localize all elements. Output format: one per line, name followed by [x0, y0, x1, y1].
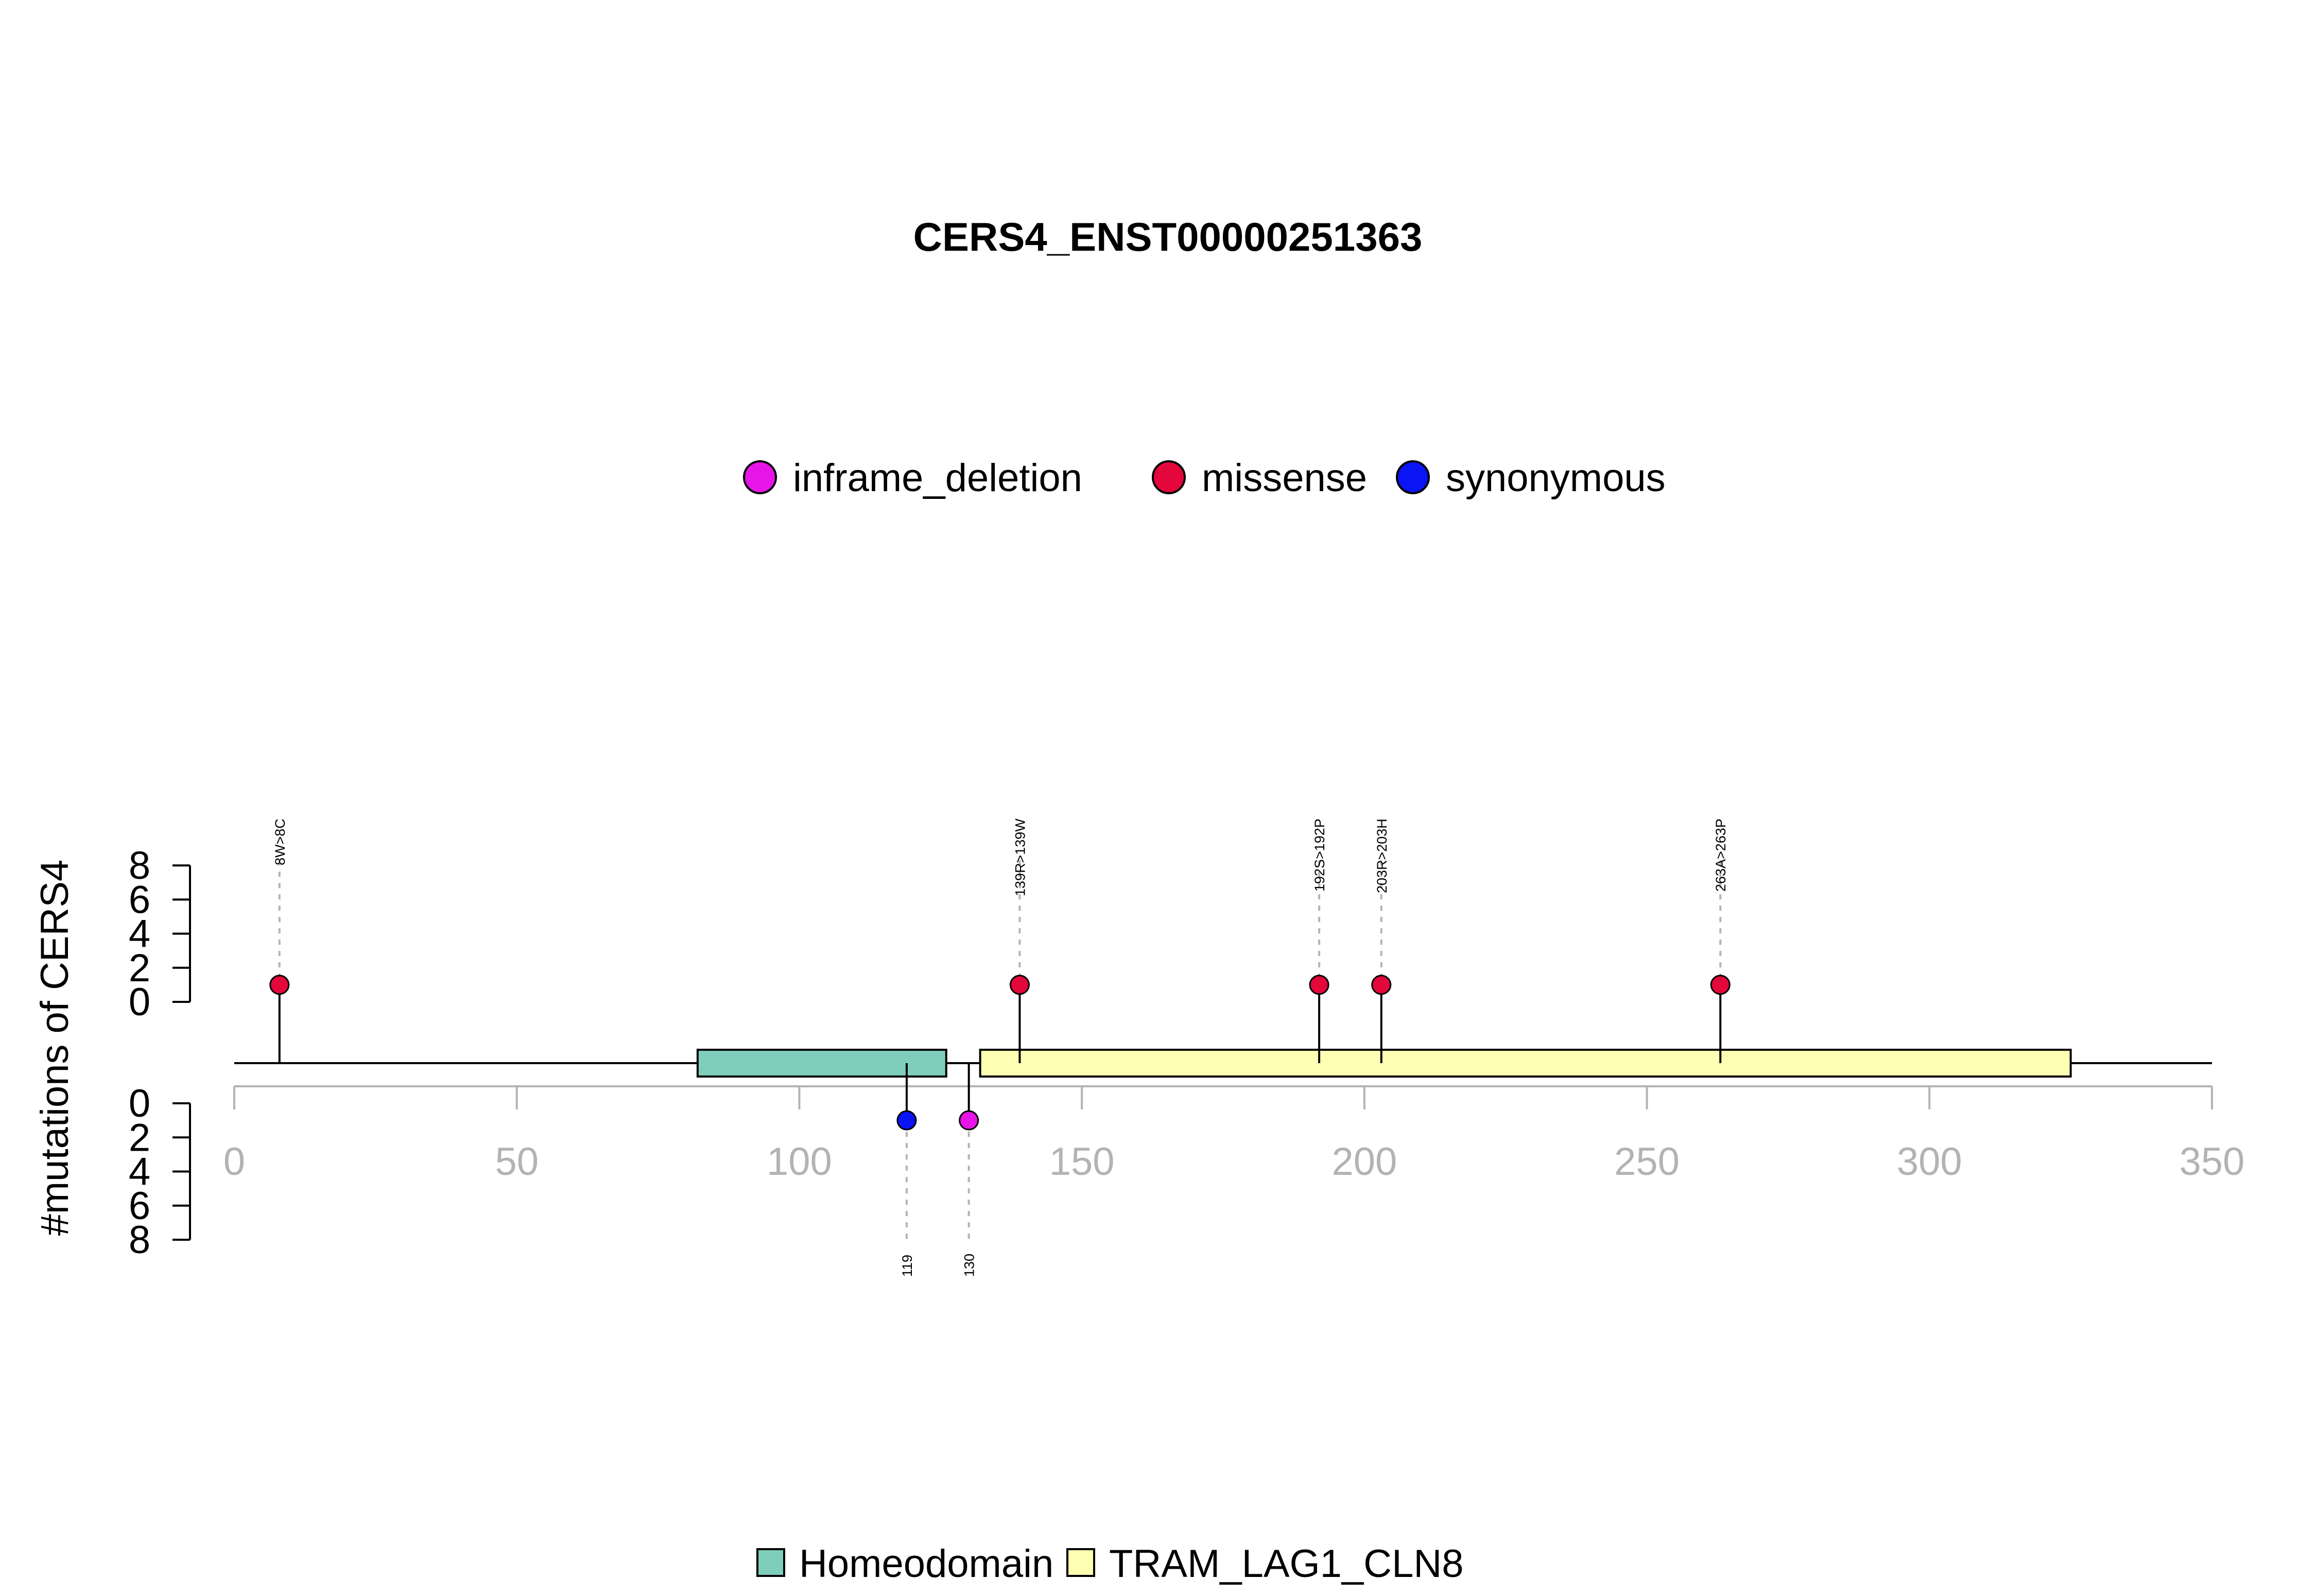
- legend-label: TRAM_LAG1_CLN8: [1109, 1542, 1464, 1586]
- mutation-legend: inframe_deletion missense synonymous: [743, 456, 1666, 500]
- legend-marker: [1396, 460, 1430, 494]
- x-tick-label: 0: [223, 1140, 245, 1184]
- mutation-label: 119: [900, 1255, 915, 1277]
- top-y-tick-label: 0: [129, 980, 150, 1024]
- x-tick-label: 300: [1897, 1140, 1962, 1184]
- x-tick-label: 50: [495, 1140, 539, 1184]
- x-tick-label: 100: [767, 1140, 832, 1184]
- x-tick-label: 250: [1614, 1140, 1680, 1184]
- top-y-tick-label: 2: [129, 946, 150, 990]
- x-tick-label: 200: [1332, 1140, 1397, 1184]
- mutation-label: 263A>263P: [1713, 819, 1728, 892]
- mutation-point: [269, 975, 290, 995]
- x-tick-label: 150: [1049, 1140, 1115, 1184]
- domain-legend: Homeodomain TRAM_LAG1_CLN8: [756, 1542, 1464, 1586]
- domain-box: [696, 1049, 947, 1078]
- mutation-label: 139R>139W: [1012, 818, 1028, 896]
- legend-label: inframe_deletion: [793, 456, 1082, 500]
- mutation-label: 130: [962, 1254, 977, 1277]
- bottom-y-tick-label: 2: [129, 1116, 150, 1159]
- mutation-label: 8W>8C: [272, 819, 288, 865]
- legend-label: missense: [1202, 456, 1367, 500]
- x-tick-label: 350: [2180, 1140, 2245, 1184]
- mutation-point: [1710, 975, 1731, 995]
- top-y-tick-label: 6: [129, 878, 150, 922]
- top-y-tick-label: 8: [129, 844, 150, 888]
- bottom-y-tick-label: 0: [129, 1082, 150, 1125]
- domain-box: [979, 1049, 2072, 1078]
- mutation-label: 192S>192P: [1312, 819, 1327, 892]
- legend-label: synonymous: [1446, 456, 1666, 500]
- bottom-y-tick-label: 6: [129, 1184, 150, 1228]
- mutation-point: [1309, 975, 1329, 995]
- legend-marker: [743, 460, 777, 494]
- bottom-y-tick-label: 8: [129, 1218, 150, 1262]
- mutation-point: [959, 1110, 979, 1131]
- bottom-y-tick-label: 4: [129, 1150, 150, 1194]
- mutation-point: [896, 1110, 917, 1131]
- legend-swatch: [756, 1548, 785, 1577]
- legend-marker: [1152, 460, 1186, 494]
- y-axis-label: #mutations of CERS4: [33, 860, 77, 1236]
- top-y-tick-label: 4: [129, 912, 150, 956]
- mutation-point: [1371, 975, 1392, 995]
- legend-swatch: [1066, 1548, 1095, 1577]
- chart-title: CERS4_ENST00000251363: [913, 214, 1423, 259]
- legend-label: Homeodomain: [799, 1542, 1053, 1586]
- mutation-label: 203R>203H: [1374, 819, 1390, 893]
- mutation-point: [1009, 975, 1030, 995]
